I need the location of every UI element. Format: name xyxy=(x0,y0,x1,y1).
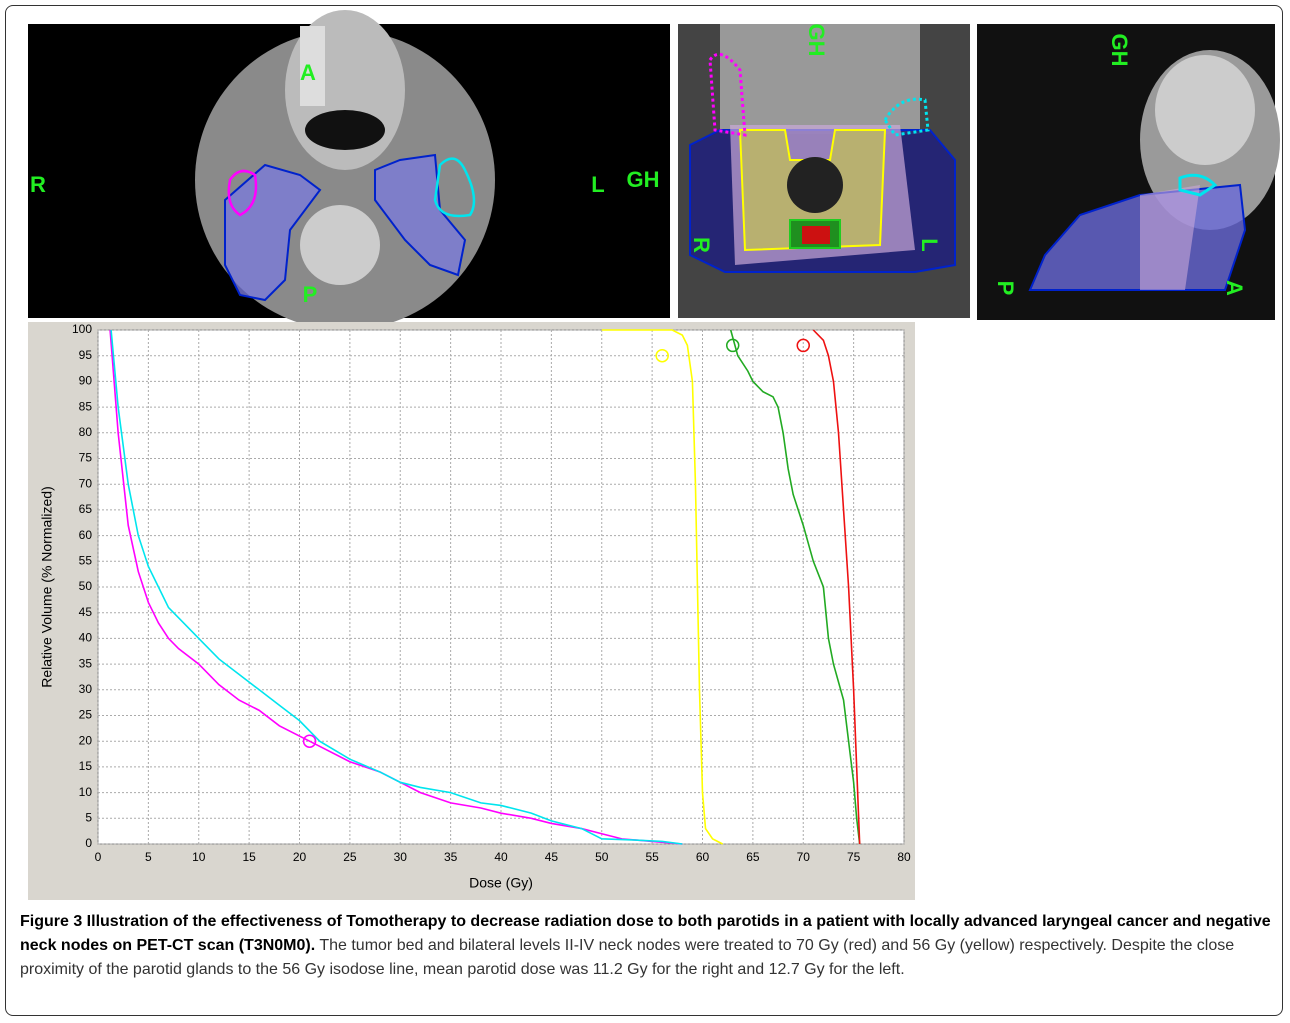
x-tick-label: 50 xyxy=(595,850,609,864)
y-axis-title: Relative Volume (% Normalized) xyxy=(39,486,55,688)
y-tick-label: 80 xyxy=(79,425,93,439)
y-tick-label: 85 xyxy=(79,399,93,413)
image-label: L xyxy=(917,238,942,251)
x-tick-label: 65 xyxy=(746,850,760,864)
ct-coronal: GH R L xyxy=(678,24,970,318)
image-label: L xyxy=(591,172,604,197)
y-tick-label: 60 xyxy=(79,528,93,542)
y-tick-label: 35 xyxy=(79,656,93,670)
image-label: GH xyxy=(804,24,829,57)
x-tick-label: 75 xyxy=(847,850,861,864)
caption-title: Figure 3 Illustration of the effectivene… xyxy=(20,913,1271,954)
y-tick-label: 15 xyxy=(79,759,93,773)
ct-axial: A R L GH P xyxy=(28,10,670,330)
x-tick-label: 35 xyxy=(444,850,458,864)
figure-frame xyxy=(5,5,1283,1016)
image-label: A xyxy=(1222,280,1247,296)
image-label: GH xyxy=(627,167,660,192)
y-tick-label: 0 xyxy=(85,836,92,850)
dose-marker xyxy=(796,338,810,353)
x-tick-label: 40 xyxy=(494,850,508,864)
x-tick-label: 0 xyxy=(95,850,102,864)
x-tick-label: 70 xyxy=(797,850,811,864)
dvh-line xyxy=(601,329,724,845)
y-tick-label: 75 xyxy=(79,451,93,465)
y-tick-label: 95 xyxy=(79,348,93,362)
y-tick-label: 45 xyxy=(79,605,93,619)
ct-sagittal: GH P A xyxy=(977,24,1280,320)
y-tick-label: 55 xyxy=(79,553,93,567)
dvh-line xyxy=(812,329,861,845)
y-tick-label: 90 xyxy=(79,374,93,388)
x-tick-label: 45 xyxy=(545,850,559,864)
image-label: GH xyxy=(1107,34,1132,67)
dvh-line xyxy=(109,329,683,845)
y-tick-label: 25 xyxy=(79,708,93,722)
y-tick-label: 40 xyxy=(79,631,93,645)
x-tick-label: 55 xyxy=(645,850,659,864)
dose-marker xyxy=(725,338,740,353)
y-tick-label: 20 xyxy=(79,733,93,747)
image-label: R xyxy=(689,237,714,253)
x-tick-label: 80 xyxy=(897,850,911,864)
y-tick-label: 70 xyxy=(79,476,93,490)
x-tick-label: 10 xyxy=(192,850,206,864)
image-label: P xyxy=(303,282,318,307)
dvh-line xyxy=(110,329,683,845)
x-tick-label: 25 xyxy=(343,850,357,864)
x-axis-title: Dose (Gy) xyxy=(469,875,533,891)
y-tick-label: 65 xyxy=(79,502,93,516)
x-tick-label: 30 xyxy=(394,850,408,864)
y-tick-label: 5 xyxy=(85,810,92,824)
y-tick-label: 50 xyxy=(79,579,93,593)
x-tick-label: 15 xyxy=(242,850,256,864)
x-tick-label: 20 xyxy=(293,850,307,864)
x-tick-label: 5 xyxy=(145,850,152,864)
y-tick-label: 10 xyxy=(79,785,93,799)
image-label: A xyxy=(300,60,316,85)
y-tick-label: 100 xyxy=(72,322,92,336)
image-label: P xyxy=(993,281,1018,296)
dose-marker xyxy=(302,734,317,748)
caption: Figure 3 Illustration of the effectivene… xyxy=(20,910,1272,982)
dvh-line xyxy=(729,329,861,845)
y-tick-label: 30 xyxy=(79,682,93,696)
image-label: R xyxy=(30,172,46,197)
dose-marker xyxy=(655,348,669,363)
caption-text: The tumor bed and bilateral levels II-IV… xyxy=(20,937,1235,978)
x-tick-label: 60 xyxy=(696,850,710,864)
